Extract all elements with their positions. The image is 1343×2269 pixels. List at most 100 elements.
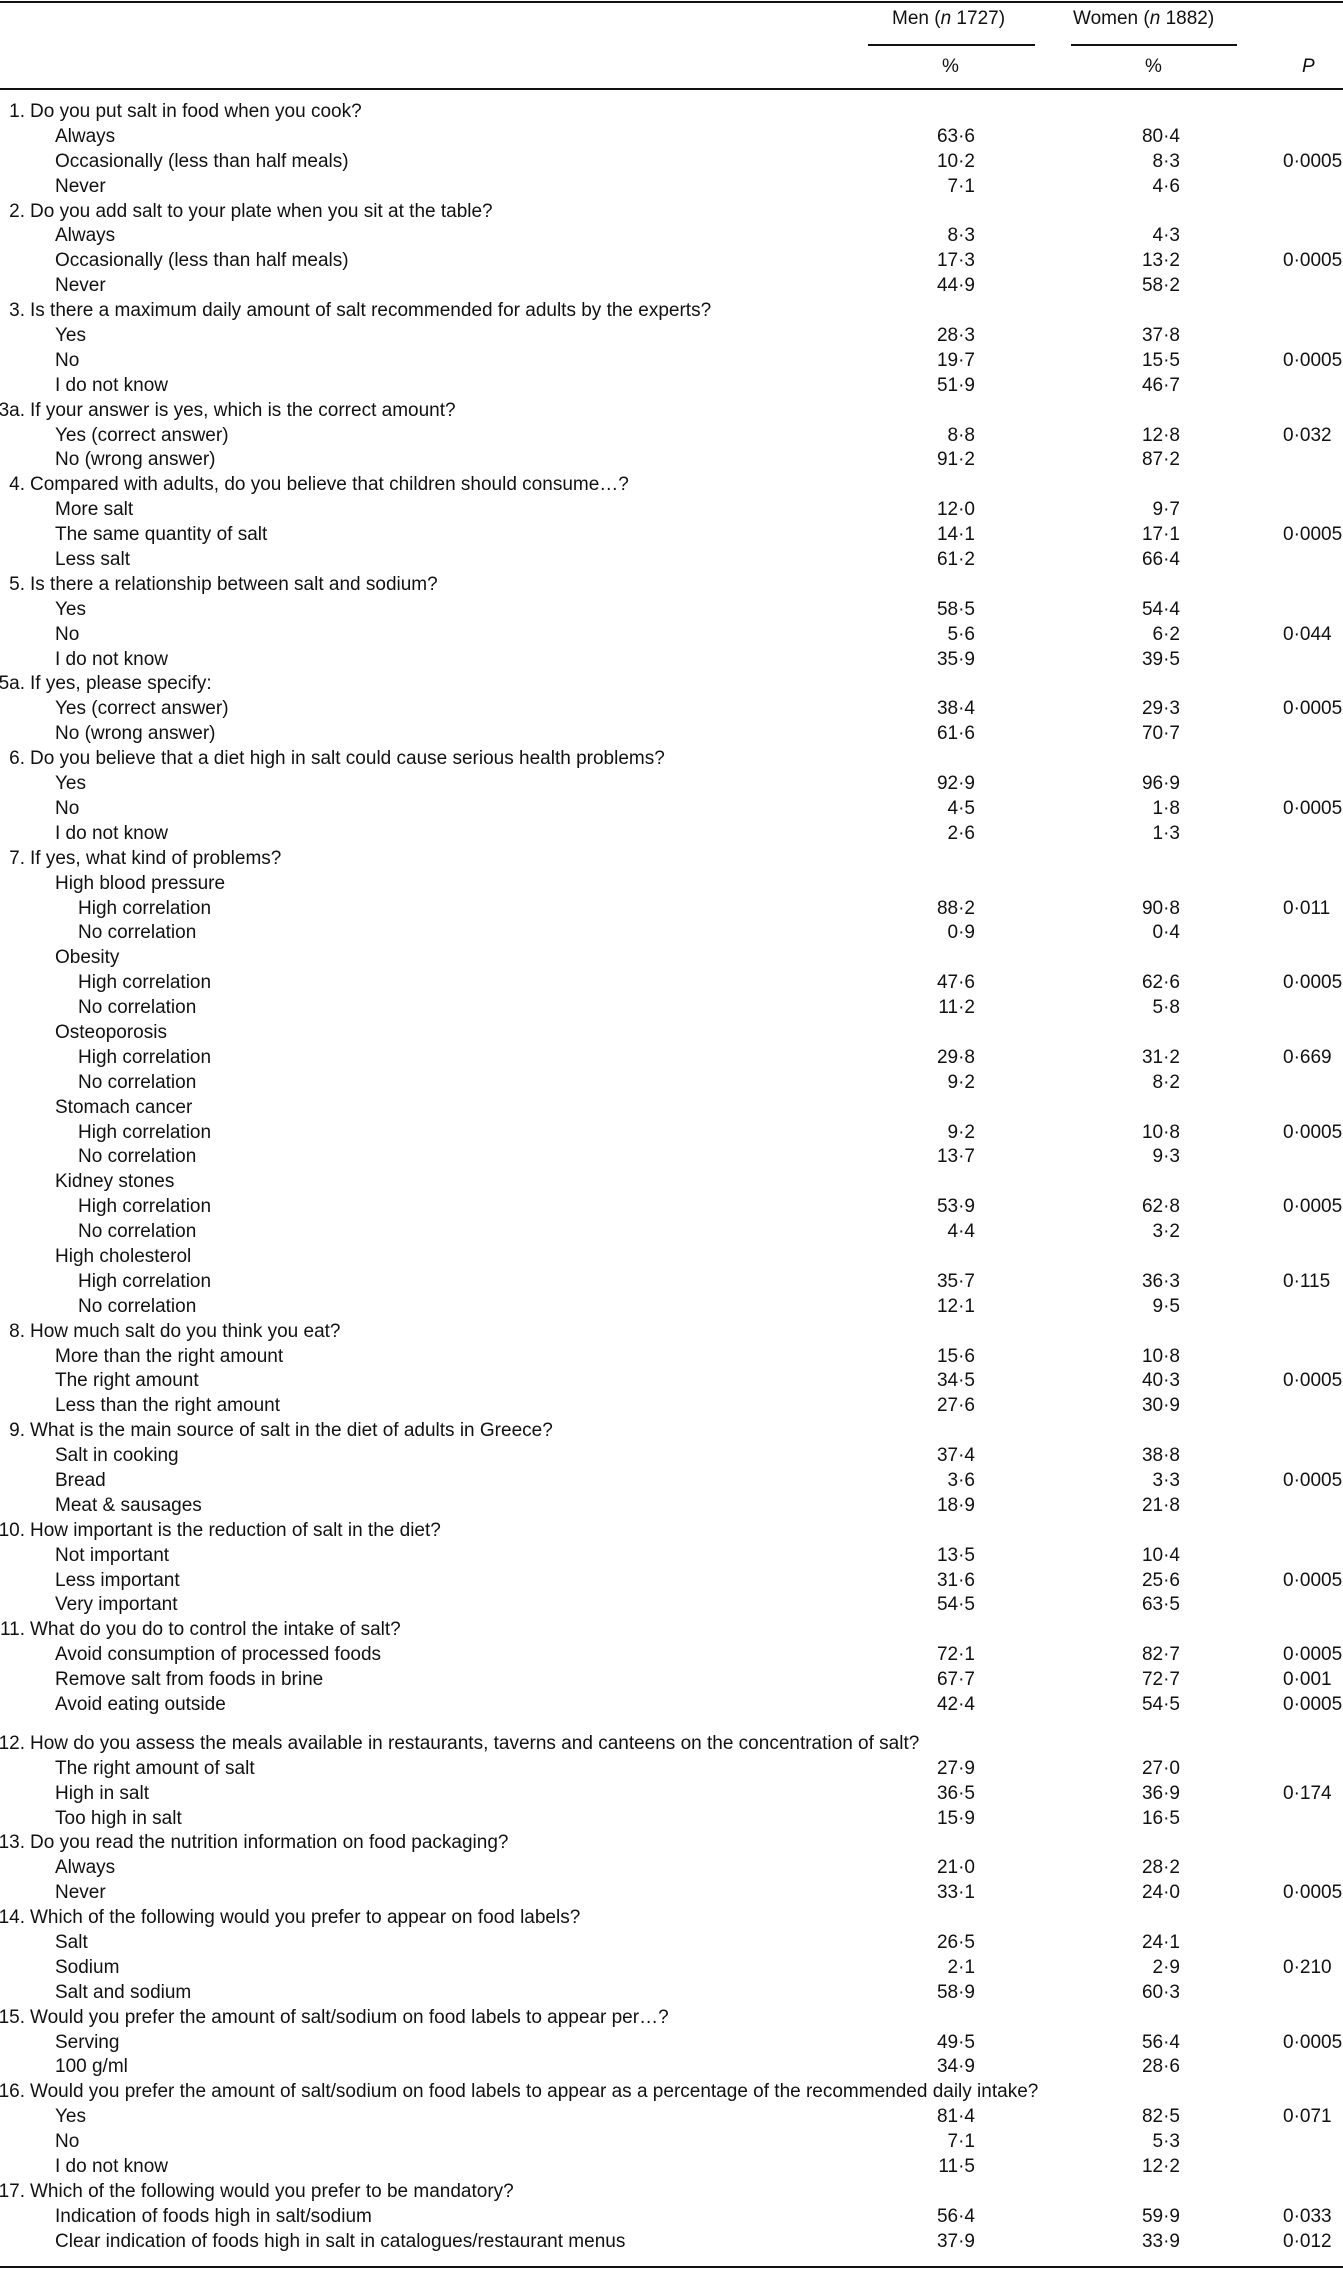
question-row: 7. If yes, what kind of problems? <box>0 847 1343 872</box>
women-percent: 0·4 <box>1152 922 1180 944</box>
row-label: Always <box>55 224 115 249</box>
question-number: 6. <box>9 748 25 770</box>
men-percent: 61·6 <box>936 723 975 745</box>
table-row: No correlation 4·4 3·2 <box>0 1220 1343 1245</box>
label-text: No <box>55 349 80 371</box>
p-value: 0·0005 <box>1283 349 1343 371</box>
question-row: 2. Do you add salt to your plate when you… <box>0 200 1343 225</box>
row-label: 3a. If your answer is yes, which is the c… <box>0 399 456 424</box>
row-label: The right amount of salt <box>55 1757 255 1782</box>
question-number: 11. <box>0 1619 25 1641</box>
table-row: High correlation 88·2 90·8 0·011 <box>0 897 1343 922</box>
row-label: Yes (correct answer) <box>55 424 229 449</box>
men-percent: 21·0 <box>936 1857 975 1879</box>
women-percent: 38·8 <box>1141 1445 1180 1467</box>
table-row: More than the right amount 15·6 10·8 <box>0 1345 1343 1370</box>
women-percent: 9·7 <box>1152 499 1180 521</box>
men-percent: 33·1 <box>936 1882 975 1904</box>
question-row: 3a. If your answer is yes, which is the c… <box>0 399 1343 424</box>
question-number: 5. <box>9 573 25 595</box>
label-text: Indication of foods high in salt/sodium <box>55 2205 372 2227</box>
question-row: 13. Do you read the nutrition information… <box>0 1831 1343 1856</box>
p-value: 0·210 <box>1283 1956 1332 1978</box>
p-value: 0·044 <box>1283 623 1332 645</box>
label-text: Osteoporosis <box>55 1021 167 1043</box>
women-percent: 40·3 <box>1141 1370 1180 1392</box>
men-percent: 34·9 <box>936 2056 975 2078</box>
men-percent: 49·5 <box>936 2031 975 2053</box>
women-percent: 82·7 <box>1141 1644 1180 1666</box>
label-text: Less important <box>55 1569 180 1591</box>
table-row: Never 33·1 24·0 0·0005 <box>0 1881 1343 1906</box>
men-percent: 35·7 <box>936 1270 975 1292</box>
row-label: No correlation <box>78 1071 196 1096</box>
row-label: No <box>55 797 79 822</box>
row-label: High correlation <box>78 1121 211 1146</box>
question-row: 1. Do you put salt in food when you cook? <box>0 100 1343 125</box>
label-text: The same quantity of salt <box>55 524 268 546</box>
p-value: 0·012 <box>1283 2230 1332 2252</box>
men-underline <box>868 44 1035 46</box>
men-percent: 2·6 <box>947 822 975 844</box>
question-row: 16. Would you prefer the amount of salt/s… <box>0 2080 1343 2105</box>
label-text: Sodium <box>55 1956 120 1978</box>
label-text: Bread <box>55 1469 106 1491</box>
women-percent: 60·3 <box>1141 1981 1180 2003</box>
p-value: 0·0005 <box>1283 1121 1343 1143</box>
label-text: How important is the reduction of salt i… <box>30 1519 441 1541</box>
label-text: High correlation <box>78 1121 212 1143</box>
women-percent: 24·0 <box>1141 1882 1180 1904</box>
p-value: 0·0005 <box>1283 524 1343 546</box>
men-percent: 9·2 <box>947 1071 975 1093</box>
question-row: 12. How do you assess the meals available… <box>0 1732 1343 1757</box>
row-label: Indication of foods high in salt/sodium <box>55 2205 372 2230</box>
women-percent: 21·8 <box>1141 1494 1180 1516</box>
row-label: Bread <box>55 1469 106 1494</box>
label-text: What do you do to control the intake of … <box>30 1619 401 1641</box>
label-text: Clear indication of foods high in salt i… <box>55 2230 626 2252</box>
table-row: The right amount 34·5 40·3 0·0005 <box>0 1369 1343 1394</box>
women-percent: 58·2 <box>1141 275 1180 297</box>
table-row: Clear indication of foods high in salt i… <box>0 2230 1343 2255</box>
men-percent: 42·4 <box>936 1694 975 1715</box>
women-percent: 56·4 <box>1141 2031 1180 2053</box>
question-number: 12. <box>0 1732 25 1754</box>
women-percent: 28·6 <box>1141 2056 1180 2078</box>
row-label: The same quantity of salt <box>55 523 267 548</box>
table-row: High correlation 53·9 62·8 0·0005 <box>0 1195 1343 1220</box>
men-percent: 47·6 <box>936 972 975 994</box>
row-label: Avoid consumption of processed foods <box>55 1643 381 1668</box>
men-percent: 56·4 <box>936 2205 975 2227</box>
table-row: No (wrong answer) 91·2 87·2 <box>0 448 1343 473</box>
p-value: 0·0005 <box>1283 150 1343 172</box>
table-row: Sodium 2·1 2·9 0·210 <box>0 1956 1343 1981</box>
women-percent: 8·2 <box>1152 1071 1180 1093</box>
question-row: 5. Is there a relationship between salt a… <box>0 573 1343 598</box>
row-label: No (wrong answer) <box>55 448 216 473</box>
women-percent: 17·1 <box>1141 524 1180 546</box>
women-percent: 70·7 <box>1141 723 1180 745</box>
men-percent: 34·5 <box>936 1370 975 1392</box>
table-row: High correlation 47·6 62·6 0·0005 <box>0 971 1343 996</box>
row-label: I do not know <box>55 2155 168 2180</box>
row-label: Less than the right amount <box>55 1394 280 1419</box>
p-value: 0·001 <box>1283 1669 1332 1691</box>
row-label: Yes <box>55 772 86 797</box>
label-text: No <box>55 797 80 819</box>
table-row: Indication of foods high in salt/sodium 5… <box>0 2205 1343 2230</box>
men-percent: 18·9 <box>936 1494 975 1516</box>
label-text: 100 g/ml <box>55 2056 128 2078</box>
question-number: 5a. <box>0 673 25 695</box>
p-value: 0·0005 <box>1283 1196 1343 1218</box>
table-row: Less salt 61·2 66·4 <box>0 548 1343 573</box>
table-row: Less important 31·6 25·6 0·0005 <box>0 1569 1343 1594</box>
table-row: Salt in cooking 37·4 38·8 <box>0 1444 1343 1469</box>
table-row: Meat & sausages 18·9 21·8 <box>0 1494 1343 1519</box>
question-number: 4. <box>9 474 25 496</box>
women-underline <box>1071 44 1237 46</box>
label-text: High correlation <box>78 1196 212 1218</box>
label-text: Too high in salt <box>55 1807 182 1829</box>
table-row: Yes 81·4 82·5 0·071 <box>0 2105 1343 2130</box>
women-percent: 12·8 <box>1141 424 1180 446</box>
